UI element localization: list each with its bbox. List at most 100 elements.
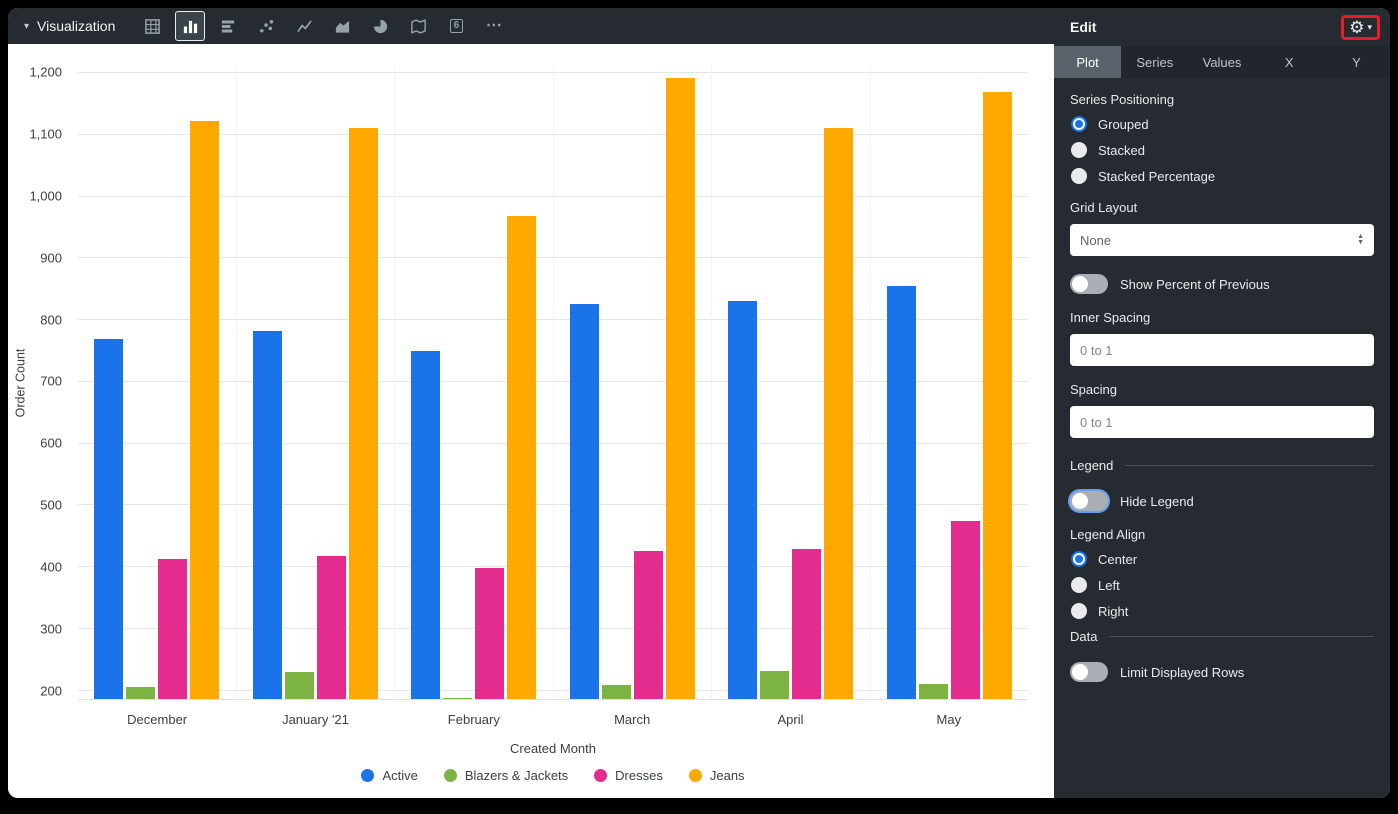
- radio-center[interactable]: Center: [1071, 551, 1374, 567]
- legend-item-active[interactable]: Active: [361, 767, 418, 783]
- viz-type-single-value-icon[interactable]: 6: [441, 11, 471, 41]
- tab-series[interactable]: Series: [1136, 54, 1174, 70]
- bar-blazers-jackets-february[interactable]: [443, 698, 473, 699]
- data-section-label: Data: [1070, 629, 1098, 644]
- legend-item-blazers-jackets[interactable]: Blazers & Jackets: [443, 767, 569, 783]
- tab-y[interactable]: Y: [1352, 54, 1361, 70]
- bar-blazers-jackets-january-21[interactable]: [284, 672, 314, 699]
- x-tick-label: May: [936, 712, 962, 727]
- bar-group-february: [394, 66, 553, 699]
- viz-type-column-chart-icon[interactable]: [175, 11, 206, 41]
- bar-group-april: [711, 66, 870, 699]
- radio-icon: [1071, 116, 1087, 132]
- bar-blazers-jackets-april[interactable]: [760, 671, 790, 699]
- bar-dresses-may[interactable]: [950, 520, 980, 699]
- viz-type-scatter-icon[interactable]: [251, 11, 281, 41]
- radio-left[interactable]: Left: [1071, 577, 1374, 593]
- x-tick-label: January '21: [282, 712, 349, 727]
- viz-type-table-icon[interactable]: [137, 11, 167, 41]
- radio-grouped[interactable]: Grouped: [1071, 116, 1374, 132]
- bar-active-february[interactable]: [411, 351, 441, 699]
- bar-jeans-may[interactable]: [982, 91, 1012, 699]
- legend-dot: [361, 768, 375, 782]
- bar-dresses-february[interactable]: [475, 568, 505, 699]
- legend-item-dresses[interactable]: Dresses: [594, 768, 663, 783]
- hide-legend-toggle[interactable]: [1070, 491, 1108, 511]
- legend-label: Blazers & Jackets: [464, 767, 569, 783]
- visualization-topbar: ▾ Visualization 6 ⋯: [8, 8, 1054, 44]
- visualization-collapse-toggle[interactable]: ▾ Visualization: [20, 18, 119, 34]
- viz-type-map-icon[interactable]: [403, 11, 433, 41]
- legend-align-label: Legend Align: [1070, 527, 1146, 542]
- spacing-input[interactable]: [1070, 406, 1374, 438]
- app-window: ▾ Visualization 6 ⋯ Order Count 200 300 400…: [8, 8, 1390, 798]
- bar-active-december[interactable]: [94, 338, 124, 699]
- y-tick-label: 500: [40, 497, 62, 513]
- legend-align-radios: Center Left Right: [1070, 551, 1374, 619]
- legend-dot: [443, 768, 457, 782]
- toggle-knob: [1072, 664, 1088, 680]
- chart-panel: Order Count 200 300 400 500 600 700 800 900 1,00…: [8, 44, 1054, 798]
- inner-spacing-input[interactable]: [1070, 334, 1374, 366]
- chevron-down-icon: ▾: [1367, 21, 1372, 32]
- x-tick-label: February: [447, 712, 500, 727]
- edit-panel: Edit ⚙ ▾ Plot Series Values X Y Series Posit…: [1054, 8, 1390, 798]
- edit-panel-header: Edit ⚙ ▾: [1054, 8, 1390, 46]
- legend-label: Dresses: [615, 767, 663, 783]
- bar-blazers-jackets-december[interactable]: [126, 686, 156, 699]
- x-axis: December January '21 February March April May: [78, 712, 1028, 732]
- tab-values[interactable]: Values: [1202, 54, 1242, 70]
- legend-section-label: Legend: [1070, 458, 1114, 473]
- viz-type-pie-chart-icon[interactable]: [365, 11, 395, 41]
- legend-dot: [688, 768, 702, 782]
- bar-dresses-april[interactable]: [792, 548, 822, 699]
- radio-stacked[interactable]: Stacked: [1071, 142, 1374, 158]
- viz-type-more-icon[interactable]: ⋯: [479, 11, 509, 41]
- y-tick-label: 800: [40, 312, 62, 328]
- viz-type-bar-chart-icon[interactable]: [213, 11, 243, 41]
- bar-blazers-jackets-may[interactable]: [918, 684, 948, 699]
- grid-layout-select[interactable]: None ▲ ▼: [1070, 224, 1374, 256]
- limit-rows-label: Limit Displayed Rows: [1120, 664, 1245, 680]
- bar-jeans-february[interactable]: [507, 216, 537, 699]
- radio-label: Stacked Percentage: [1098, 168, 1216, 184]
- viz-type-area-chart-icon[interactable]: [327, 11, 357, 41]
- gear-icon[interactable]: ⚙: [1349, 17, 1365, 37]
- bar-active-may[interactable]: [886, 285, 916, 699]
- radio-label: Stacked: [1098, 142, 1145, 158]
- tab-plot[interactable]: Plot: [1054, 46, 1122, 78]
- bar-jeans-march[interactable]: [665, 78, 695, 699]
- y-tick-label: 1,100: [29, 126, 62, 142]
- collapse-caret-icon: ▾: [24, 20, 30, 32]
- radio-label: Right: [1098, 603, 1129, 619]
- viz-type-line-chart-icon[interactable]: [289, 11, 319, 41]
- radio-icon: [1071, 142, 1087, 158]
- y-axis: 200 300 400 500 600 700 800 900 1,000 1,100 1,200: [8, 65, 70, 700]
- data-section-header: Data: [1070, 629, 1374, 644]
- radio-icon: [1071, 577, 1087, 593]
- bar-blazers-jackets-march[interactable]: [601, 685, 631, 699]
- show-percent-toggle[interactable]: [1070, 274, 1108, 294]
- legend-label: Active: [382, 767, 418, 783]
- bar-active-april[interactable]: [728, 301, 758, 699]
- bar-group-march: [552, 66, 712, 699]
- legend-section-header: Legend: [1070, 458, 1374, 473]
- bar-active-march[interactable]: [569, 304, 599, 699]
- grid-layout-label: Grid Layout: [1070, 200, 1138, 215]
- radio-right[interactable]: Right: [1071, 603, 1374, 619]
- hide-legend-label: Hide Legend: [1120, 493, 1194, 509]
- radio-icon: [1071, 168, 1087, 184]
- bar-jeans-april[interactable]: [824, 127, 854, 699]
- legend-item-jeans[interactable]: Jeans: [688, 768, 745, 783]
- radio-stacked-percentage[interactable]: Stacked Percentage: [1071, 168, 1374, 184]
- tab-x[interactable]: X: [1284, 54, 1294, 70]
- bar-dresses-january-21[interactable]: [316, 556, 346, 699]
- y-tick-label: 600: [40, 435, 62, 451]
- bar-active-january-21[interactable]: [252, 330, 282, 699]
- limit-rows-toggle[interactable]: [1070, 662, 1108, 682]
- bar-dresses-march[interactable]: [633, 550, 663, 699]
- bar-jeans-january-21[interactable]: [348, 128, 378, 699]
- bar-jeans-december[interactable]: [190, 120, 220, 699]
- bar-dresses-december[interactable]: [158, 558, 188, 699]
- section-divider: [1109, 636, 1374, 637]
